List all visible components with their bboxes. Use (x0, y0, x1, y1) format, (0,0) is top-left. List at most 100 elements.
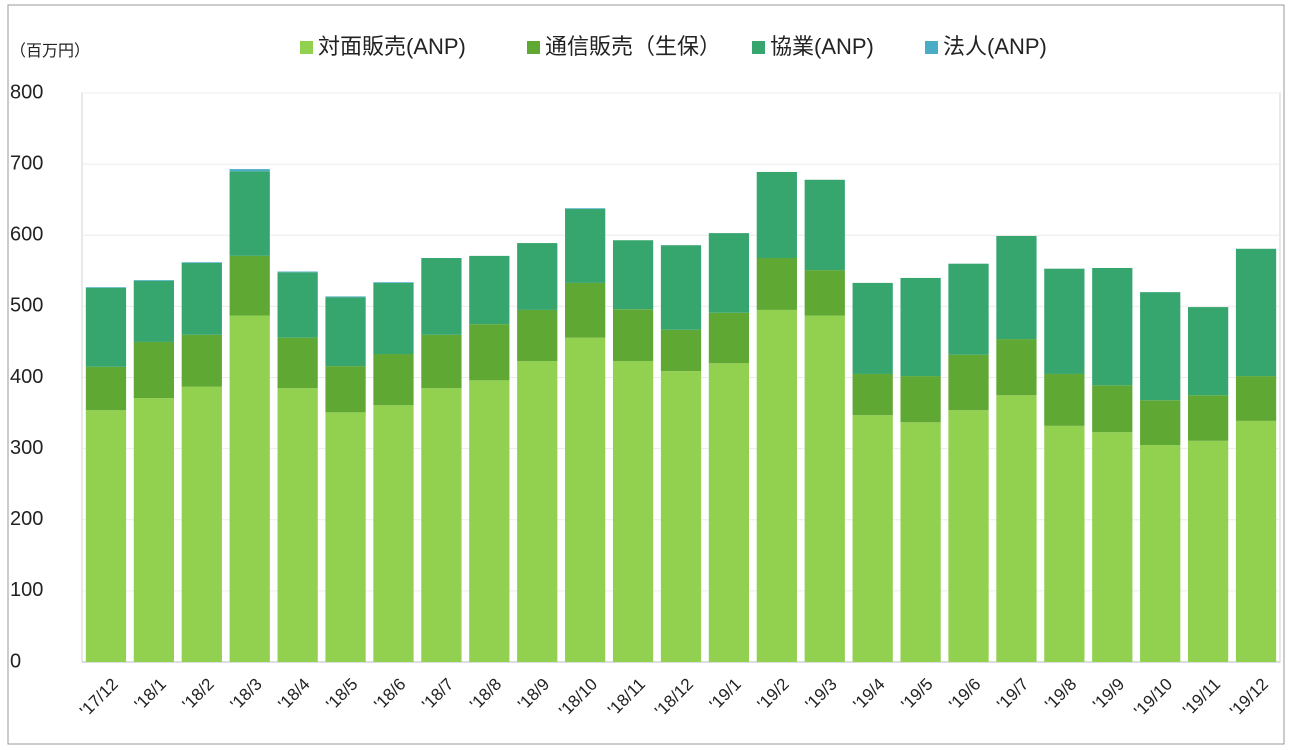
bar-segment (1044, 373, 1085, 426)
bar-segment (325, 296, 366, 298)
y-tick-label: 600 (10, 224, 43, 246)
bar-segment (421, 334, 462, 389)
legend-marker (752, 41, 765, 54)
bar-segment (660, 371, 702, 662)
bar-segment (517, 243, 558, 310)
bar-segment (517, 309, 558, 362)
bar-segment (1044, 425, 1085, 662)
legend-marker (300, 41, 313, 54)
bar-segment (948, 354, 989, 411)
bar-segment (469, 324, 510, 381)
y-tick-label: 200 (10, 508, 43, 530)
bar-segment (133, 280, 175, 342)
bar-segment (85, 287, 127, 288)
bar-segment (565, 208, 606, 283)
bar-segment (756, 171, 797, 259)
bar-segment (421, 258, 462, 335)
bar-segment (277, 272, 318, 338)
bar-segment (85, 410, 127, 662)
bar-segment (181, 386, 222, 662)
bar-segment (1092, 432, 1133, 662)
legend-marker (925, 41, 938, 54)
bar-segment (948, 410, 989, 662)
bar-segment (229, 171, 270, 256)
bar-segment (1235, 420, 1277, 662)
bar-segment (1140, 292, 1181, 401)
bar-segment (612, 361, 654, 662)
bar-segment (421, 388, 462, 662)
bar-segment (133, 280, 175, 281)
bar-segment (565, 208, 606, 209)
legend-label: 法人(ANP) (943, 34, 1047, 59)
bar-segment (1187, 395, 1229, 441)
bar-segment (900, 376, 941, 423)
y-tick-label: 500 (10, 295, 43, 317)
bar-segment (325, 412, 366, 662)
bar-segment (1187, 307, 1229, 396)
bar-segment (852, 415, 893, 662)
y-tick-label: 700 (10, 152, 43, 174)
bar-segment (1044, 268, 1085, 374)
bar-segment (756, 258, 797, 310)
bar-segment (1140, 445, 1181, 662)
y-tick-label: 100 (10, 579, 43, 601)
bar-segment (565, 282, 606, 338)
bar-segment (612, 309, 654, 362)
bar-segment (804, 179, 845, 271)
y-tick-label: 800 (10, 81, 43, 103)
legend-label: 通信販売（生保） (545, 34, 721, 59)
bar-segment (804, 270, 845, 316)
bar-segment (373, 354, 414, 406)
bar-segment (277, 337, 318, 389)
bar-segment (565, 337, 606, 662)
bar-segment (996, 395, 1037, 662)
y-tick-label: 300 (10, 437, 43, 459)
y-tick-label: 0 (10, 650, 21, 672)
bar-segment (373, 282, 414, 283)
bar-segment (756, 309, 797, 662)
bar-segment (181, 334, 222, 387)
bar-segment (133, 398, 175, 662)
bar-segment (660, 329, 702, 372)
y-tick-label: 400 (10, 366, 43, 388)
bar-segment (1235, 248, 1277, 377)
bar-segment (1187, 440, 1229, 662)
bar-segment (325, 297, 366, 367)
legend-label: 協業(ANP) (770, 34, 874, 59)
legend-label: 対面販売(ANP) (318, 34, 466, 59)
bar-segment (852, 282, 893, 374)
bar-segment (1235, 376, 1277, 421)
legend-marker (527, 41, 540, 54)
bar-segment (660, 245, 702, 330)
bar-segment (85, 287, 127, 367)
bar-segment (996, 339, 1037, 396)
bar-segment (517, 361, 558, 662)
bar-segment (469, 255, 510, 325)
unit-label: （百万円） (10, 42, 90, 60)
bar-segment (708, 363, 750, 662)
bar-segment (1092, 385, 1133, 433)
bar-segment (325, 366, 366, 413)
bar-segment (373, 405, 414, 662)
bar-segment (1140, 400, 1181, 446)
bar-segment (996, 235, 1037, 340)
bar-segment (373, 282, 414, 355)
bar-segment (229, 255, 270, 316)
bar-segment (900, 277, 941, 377)
bar-segment (181, 262, 222, 263)
bar-segment (900, 422, 941, 662)
bar-segment (708, 233, 750, 313)
bar-segment (229, 315, 270, 662)
bar-segment (1092, 267, 1133, 386)
bar-segment (804, 315, 845, 662)
bar-segment (181, 262, 222, 335)
bar-segment (277, 271, 318, 273)
bar-segment (85, 366, 127, 411)
bar-segment (277, 388, 318, 662)
bar-segment (948, 263, 989, 355)
bar-segment (469, 380, 510, 662)
bar-segment (612, 240, 654, 310)
bar-segment (708, 312, 750, 364)
bar-segment (852, 373, 893, 416)
